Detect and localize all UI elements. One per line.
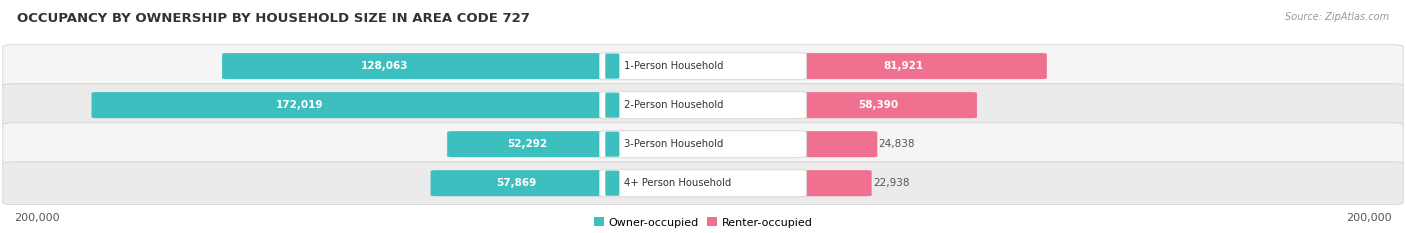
Text: 58,390: 58,390	[859, 100, 898, 110]
FancyBboxPatch shape	[3, 84, 1403, 127]
FancyBboxPatch shape	[606, 93, 619, 118]
FancyBboxPatch shape	[430, 170, 614, 196]
Text: 52,292: 52,292	[508, 139, 547, 149]
Text: 128,063: 128,063	[361, 61, 408, 71]
FancyBboxPatch shape	[3, 45, 1403, 87]
Text: 3-Person Household: 3-Person Household	[624, 139, 723, 149]
FancyBboxPatch shape	[606, 132, 619, 157]
Text: 2-Person Household: 2-Person Household	[624, 100, 723, 110]
FancyBboxPatch shape	[3, 162, 1403, 205]
Legend: Owner-occupied, Renter-occupied: Owner-occupied, Renter-occupied	[589, 213, 817, 232]
Text: 81,921: 81,921	[883, 61, 924, 71]
Text: 172,019: 172,019	[276, 100, 323, 110]
FancyBboxPatch shape	[447, 131, 614, 157]
FancyBboxPatch shape	[793, 92, 977, 118]
Text: 4+ Person Household: 4+ Person Household	[624, 178, 731, 188]
Text: Source: ZipAtlas.com: Source: ZipAtlas.com	[1285, 12, 1389, 22]
Text: 1-Person Household: 1-Person Household	[624, 61, 723, 71]
FancyBboxPatch shape	[599, 92, 807, 119]
FancyBboxPatch shape	[793, 131, 877, 157]
FancyBboxPatch shape	[606, 54, 619, 79]
FancyBboxPatch shape	[222, 53, 614, 79]
Text: OCCUPANCY BY OWNERSHIP BY HOUSEHOLD SIZE IN AREA CODE 727: OCCUPANCY BY OWNERSHIP BY HOUSEHOLD SIZE…	[17, 12, 530, 25]
FancyBboxPatch shape	[793, 170, 872, 196]
FancyBboxPatch shape	[606, 171, 619, 196]
Text: 57,869: 57,869	[496, 178, 537, 188]
FancyBboxPatch shape	[599, 170, 807, 197]
FancyBboxPatch shape	[3, 123, 1403, 165]
FancyBboxPatch shape	[599, 131, 807, 158]
Text: 200,000: 200,000	[14, 213, 59, 223]
FancyBboxPatch shape	[91, 92, 614, 118]
Text: 200,000: 200,000	[1347, 213, 1392, 223]
FancyBboxPatch shape	[793, 53, 1047, 79]
Text: 24,838: 24,838	[879, 139, 915, 149]
Text: 22,938: 22,938	[873, 178, 910, 188]
FancyBboxPatch shape	[599, 53, 807, 80]
